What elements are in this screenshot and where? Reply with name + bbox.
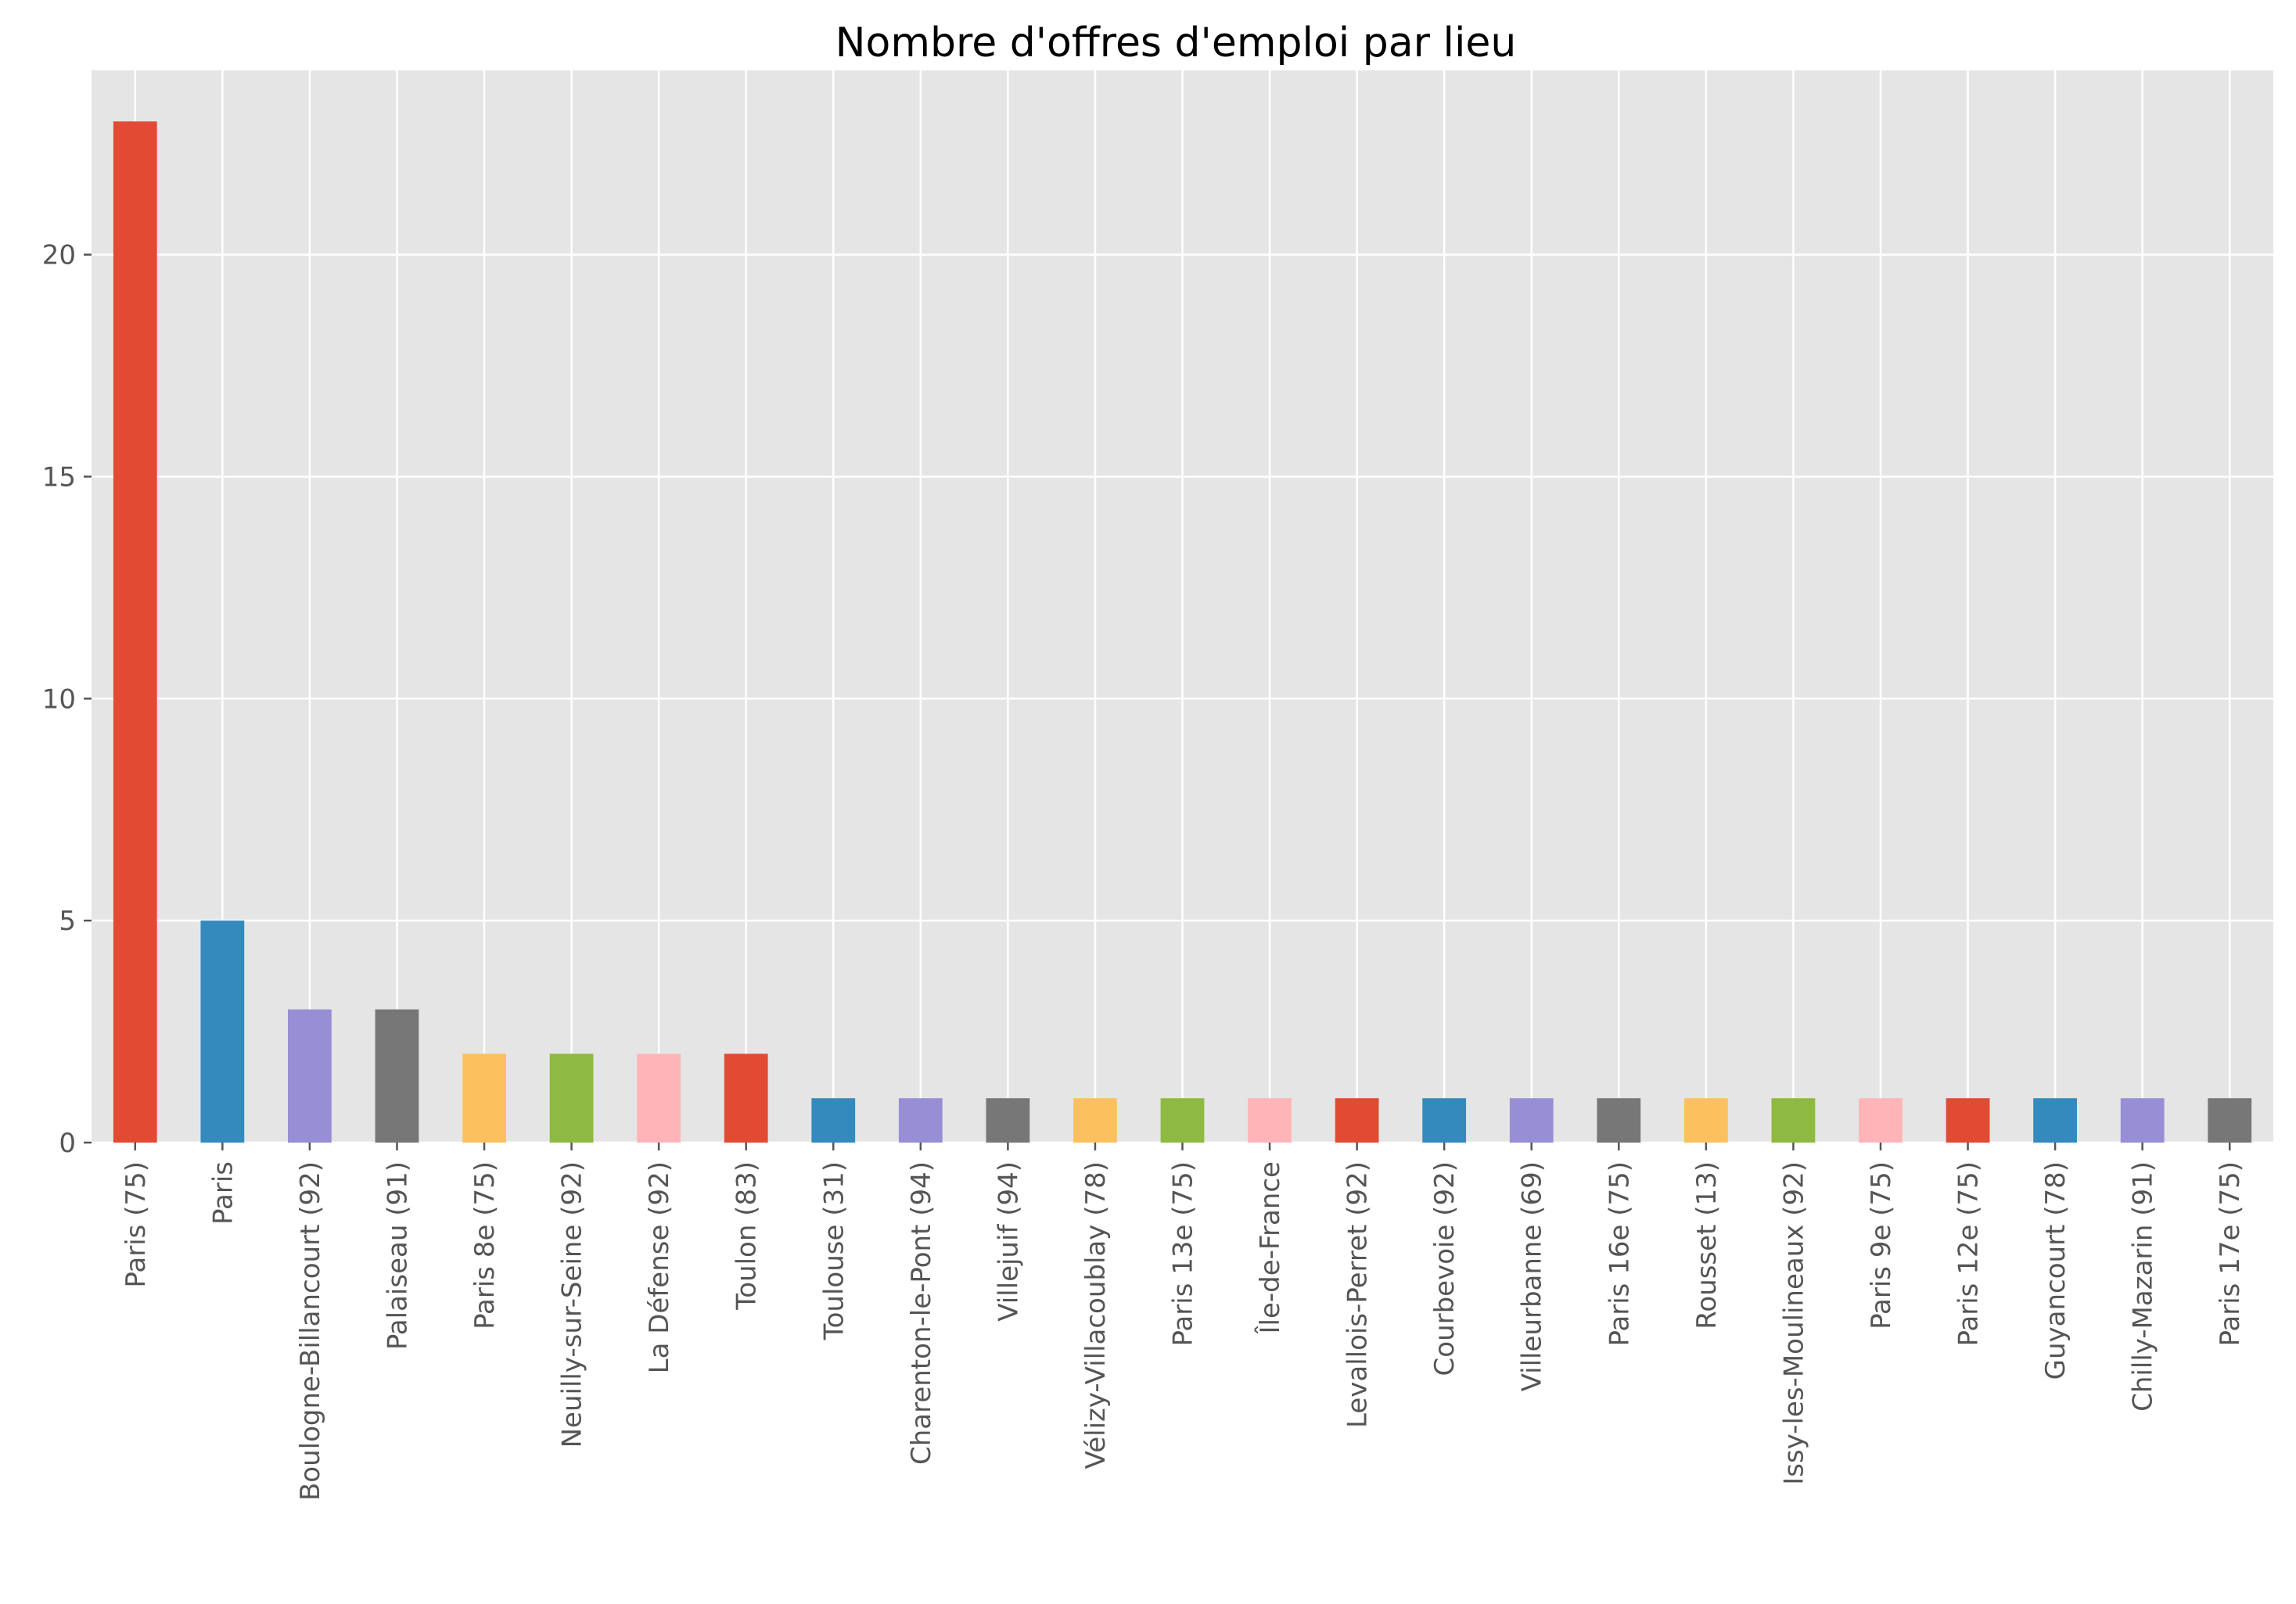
x-tick-label: Palaiseau (91) <box>382 1161 413 1350</box>
bar <box>724 1053 768 1143</box>
bar <box>1160 1098 1205 1143</box>
bar <box>288 1009 332 1143</box>
y-tick-label: 10 <box>42 684 76 715</box>
x-tick-label: Levallois-Perret (92) <box>1342 1161 1374 1428</box>
bar <box>1335 1098 1379 1143</box>
bar <box>2033 1098 2077 1143</box>
bar <box>1771 1098 1816 1143</box>
x-tick-label: Vélizy-Villacoublay (78) <box>1080 1161 1112 1469</box>
x-tick-label: Toulouse (31) <box>818 1161 850 1340</box>
x-tick-label: Neuilly-sur-Seine (92) <box>557 1161 588 1448</box>
bar <box>2120 1098 2165 1143</box>
bar <box>637 1053 681 1143</box>
bar <box>1073 1098 1117 1143</box>
x-tick-label: Toulon (83) <box>731 1161 763 1311</box>
y-tick-label: 20 <box>42 240 76 271</box>
x-tick-label: Paris 12e (75) <box>1953 1161 1985 1347</box>
bar <box>462 1053 506 1143</box>
bar <box>811 1098 856 1143</box>
x-tick-label: Courbevoie (92) <box>1429 1161 1461 1376</box>
x-tick-label: Charenton-le-Pont (94) <box>906 1161 937 1465</box>
bar <box>898 1098 943 1143</box>
x-tick-label: Villejuif (94) <box>993 1161 1024 1322</box>
x-tick-label: Paris 13e (75) <box>1168 1161 1199 1347</box>
x-tick-label: Guyancourt (78) <box>2040 1161 2071 1380</box>
bar <box>113 121 157 1143</box>
x-tick-label: Paris 16e (75) <box>1604 1161 1635 1347</box>
y-tick-label: 5 <box>59 906 76 937</box>
x-tick-label: Villeurbanne (69) <box>1517 1161 1548 1391</box>
bar <box>1597 1098 1641 1143</box>
x-tick-label: Issy-les-Moulineaux (92) <box>1778 1161 1809 1485</box>
x-tick-label: Chilly-Mazarin (91) <box>2128 1161 2159 1412</box>
x-tick-label: Paris 9e (75) <box>1866 1161 1897 1329</box>
y-tick-label: 15 <box>42 461 76 493</box>
bar <box>1509 1098 1554 1143</box>
bar <box>1422 1098 1467 1143</box>
bar <box>1683 1098 1728 1143</box>
x-tick-label: Paris (75) <box>120 1161 152 1288</box>
bar <box>1946 1098 1990 1143</box>
bar <box>549 1053 594 1143</box>
x-tick-label: La Défense (92) <box>644 1161 675 1373</box>
bar <box>200 920 245 1143</box>
y-tick-label: 0 <box>59 1128 76 1159</box>
bar <box>2208 1098 2252 1143</box>
x-tick-label: Île-de-France <box>1254 1161 1286 1335</box>
bar <box>1248 1098 1292 1143</box>
x-tick-label: Boulogne-Billancourt (92) <box>295 1161 326 1501</box>
x-tick-label: Paris 8e (75) <box>469 1161 501 1329</box>
bar <box>1859 1098 1903 1143</box>
bar <box>375 1009 419 1143</box>
x-tick-label: Rousset (13) <box>1691 1161 1723 1329</box>
x-tick-label: Paris <box>207 1161 239 1225</box>
chart-title: Nombre d'offres d'emploi par lieu <box>835 20 1517 66</box>
bar <box>986 1098 1030 1143</box>
x-tick-label: Paris 17e (75) <box>2215 1161 2246 1347</box>
